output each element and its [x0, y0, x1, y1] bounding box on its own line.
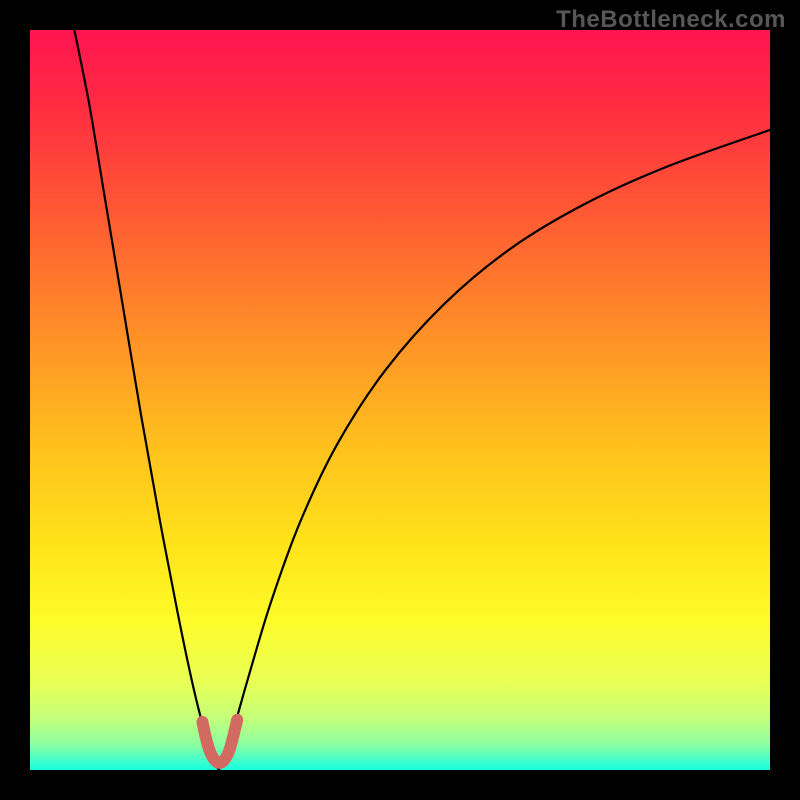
chart-container: TheBottleneck.com	[0, 0, 800, 800]
gradient-background	[30, 30, 770, 770]
plot-area	[30, 30, 770, 770]
plot-svg	[30, 30, 770, 770]
watermark-text: TheBottleneck.com	[556, 6, 786, 34]
